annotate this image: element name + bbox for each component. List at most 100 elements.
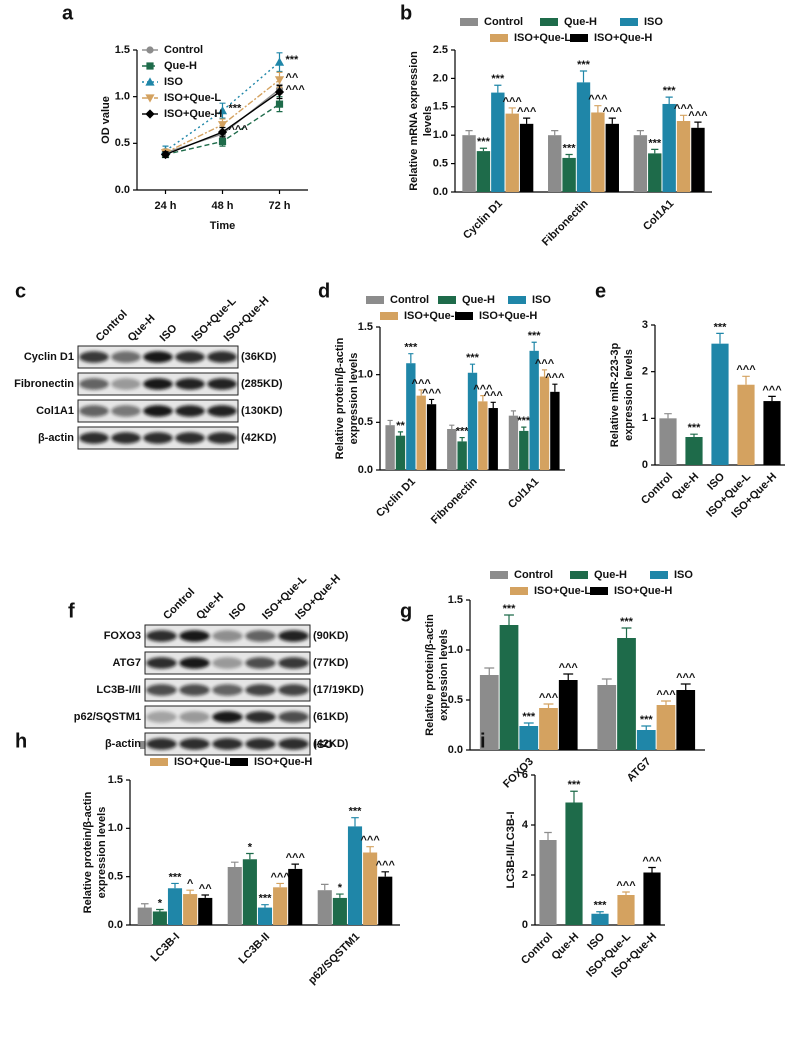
panel-label: h xyxy=(15,730,27,752)
significance-label: *** xyxy=(620,616,634,628)
x-tick-label: Control xyxy=(639,471,675,507)
legend-label: ISO xyxy=(532,294,551,306)
bar xyxy=(617,895,635,925)
x-tick-label: Col1A1 xyxy=(641,198,676,233)
x-tick-label: FOXO3 xyxy=(501,756,536,791)
significance-label: ^^^ xyxy=(360,835,380,847)
blot-band xyxy=(212,684,243,696)
x-tick-label: Que-H xyxy=(549,931,581,963)
error-bar xyxy=(531,341,537,351)
row-label: Fibronectin xyxy=(14,378,74,390)
x-tick-label: Control xyxy=(519,931,555,967)
y-tick-label: 0.5 xyxy=(448,694,463,706)
blot-band xyxy=(146,738,177,750)
x-tick-label: Fibronectin xyxy=(429,475,480,526)
bar xyxy=(317,890,332,925)
legend-marker xyxy=(145,109,155,119)
significance-label: *** xyxy=(568,779,582,791)
bar xyxy=(737,384,755,465)
significance-label: ^^^ xyxy=(656,689,676,701)
significance-label: ^^^ xyxy=(539,692,559,704)
legend-swatch xyxy=(620,18,638,26)
y-axis-label: LC3B-II/LC3B-I xyxy=(505,812,517,889)
bar xyxy=(152,911,167,925)
error-bar xyxy=(570,790,578,803)
row-label: LC3B-I/II xyxy=(96,684,141,696)
error-bar xyxy=(336,893,344,898)
significance-label: ^^^ xyxy=(376,860,396,872)
point-marker xyxy=(274,87,285,97)
significance-label: *** xyxy=(517,415,531,427)
error-bar xyxy=(351,817,359,827)
size-label: (61KD) xyxy=(313,711,349,723)
blot-band xyxy=(245,630,276,642)
bar xyxy=(763,401,781,465)
error-bar xyxy=(276,882,284,888)
error-bar xyxy=(579,70,588,83)
error-bar xyxy=(661,700,671,705)
error-bar xyxy=(690,433,698,437)
x-tick-label: Col1A1 xyxy=(506,476,541,511)
significance-label: * xyxy=(338,882,343,894)
legend-label: ISO xyxy=(674,569,693,581)
legend-label: ISO+Que-H xyxy=(164,108,222,120)
lane-label: ISO xyxy=(158,322,180,344)
legend-swatch xyxy=(650,571,668,579)
blot-band xyxy=(111,378,141,390)
blot-band xyxy=(212,630,243,642)
lane-label: Que-H xyxy=(194,590,226,622)
bar xyxy=(347,826,363,925)
y-tick-label: 1.5 xyxy=(448,594,463,606)
bar xyxy=(227,867,242,925)
blot-band xyxy=(143,432,173,444)
bar xyxy=(479,675,499,750)
legend-marker xyxy=(145,94,155,103)
error-bar xyxy=(428,398,435,405)
significance-label: *** xyxy=(466,352,480,364)
blot-band xyxy=(175,351,205,363)
legend-label: Control xyxy=(484,16,523,28)
legend-label: Que-H xyxy=(564,16,597,28)
error-bar xyxy=(201,894,210,898)
bar xyxy=(539,376,550,470)
bar xyxy=(288,868,303,925)
y-axis-label: expression levels xyxy=(623,349,635,441)
error-bar xyxy=(523,117,531,124)
blot-band xyxy=(179,738,210,750)
x-tick-label: 48 h xyxy=(211,200,233,212)
blot-band xyxy=(143,351,173,363)
y-tick-label: 0 xyxy=(522,919,528,931)
legend-marker xyxy=(146,62,154,70)
significance-label: *** xyxy=(286,54,300,66)
y-tick-label: 0 xyxy=(642,459,648,471)
blot-band xyxy=(278,657,309,669)
y-tick-label: 1.0 xyxy=(115,91,130,103)
significance-label: ^^^ xyxy=(762,384,782,396)
significance-label: ** xyxy=(396,420,405,432)
y-tick-label: 2.5 xyxy=(433,44,448,56)
bar xyxy=(576,82,591,192)
legend-swatch xyxy=(230,758,248,766)
y-tick-label: 0.5 xyxy=(358,416,373,428)
bar xyxy=(591,112,605,192)
lane-label: Control xyxy=(94,308,130,344)
blot-band xyxy=(245,711,276,723)
legend-swatch xyxy=(590,587,608,595)
bar xyxy=(183,894,198,925)
significance-label: ^^^ xyxy=(286,852,306,864)
bar xyxy=(447,429,457,470)
size-label: (130KD) xyxy=(241,405,283,417)
panel-label: d xyxy=(318,280,330,302)
x-tick-label: LC3B-I xyxy=(149,931,183,965)
x-tick-label: ATG7 xyxy=(625,756,654,785)
blot-band xyxy=(146,630,177,642)
bar xyxy=(426,404,437,470)
bar xyxy=(676,121,691,192)
significance-label: *** xyxy=(594,900,608,912)
error-bar xyxy=(140,903,149,908)
error-bar xyxy=(504,614,514,625)
point-marker xyxy=(274,57,285,66)
legend-swatch xyxy=(460,18,478,26)
blot-band xyxy=(79,405,109,417)
blot-band xyxy=(245,657,276,669)
